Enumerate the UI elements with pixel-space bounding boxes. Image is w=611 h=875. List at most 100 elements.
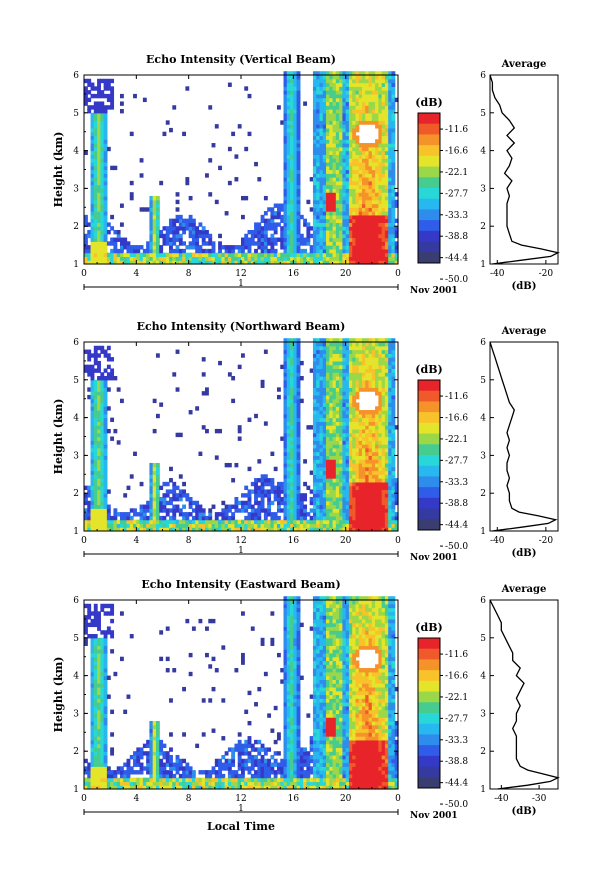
heatmap-cell xyxy=(290,195,294,201)
heatmap-cell xyxy=(93,387,98,392)
heatmap-cell xyxy=(365,496,370,502)
heatmap-cell xyxy=(391,402,396,407)
heatmap-cell xyxy=(133,508,137,513)
heatmap-cell xyxy=(335,470,340,475)
heatmap-cell xyxy=(149,512,154,517)
heatmap-cell xyxy=(312,97,317,103)
colorbar-swatch xyxy=(418,412,440,424)
heatmap-cell xyxy=(375,376,379,381)
heatmap-cell xyxy=(296,169,301,174)
heatmap-cell xyxy=(391,527,396,532)
heatmap-cell xyxy=(103,451,108,456)
heatmap-cell xyxy=(142,504,147,509)
heatmap-cell xyxy=(257,493,262,498)
colorbar-swatch xyxy=(418,145,440,157)
heatmap-cell xyxy=(326,90,330,95)
heatmap-cell xyxy=(283,345,288,351)
heatmap-cell xyxy=(335,489,340,494)
heatmap-cell xyxy=(342,173,347,178)
heatmap-cell xyxy=(178,496,183,502)
heatmap-cell xyxy=(375,379,379,385)
heatmap-cell xyxy=(283,195,288,201)
heatmap-cell xyxy=(348,432,353,438)
heatmap-cell xyxy=(326,421,330,426)
heatmap-cell xyxy=(270,256,275,261)
heatmap-cell xyxy=(322,146,327,152)
heatmap-cell xyxy=(290,105,294,110)
heatmap-cell xyxy=(371,82,376,87)
heatmap-cell xyxy=(391,71,396,76)
heatmap-cell xyxy=(342,195,347,201)
heatmap-cell xyxy=(352,338,357,343)
heatmap-cell xyxy=(257,260,262,265)
heatmap-cell xyxy=(335,451,340,456)
heatmap-cell xyxy=(388,527,393,532)
heatmap-cell xyxy=(273,523,278,528)
heatmap-cell xyxy=(348,229,353,235)
colorbar-swatch xyxy=(418,422,440,435)
heatmap-cell xyxy=(293,474,298,479)
heatmap-cell xyxy=(103,120,108,125)
heatmap-cell xyxy=(286,485,291,491)
heatmap-cell xyxy=(332,387,337,392)
heatmap-cell xyxy=(90,161,95,167)
heatmap-cell xyxy=(332,353,337,358)
heatmap-cell xyxy=(381,459,386,464)
heatmap-cell xyxy=(247,245,252,250)
heatmap-cell xyxy=(358,233,363,239)
heatmap-cell xyxy=(358,383,363,388)
heatmap-cell xyxy=(381,158,386,163)
heatmap-cell xyxy=(326,440,330,445)
heatmap-cell xyxy=(375,383,379,388)
heatmap-cell xyxy=(175,496,180,502)
heatmap-cell xyxy=(270,515,275,521)
heatmap-cell xyxy=(293,455,298,460)
heatmap-cell xyxy=(303,459,308,464)
heatmap-cell xyxy=(326,154,330,159)
heatmap-cell xyxy=(306,527,311,532)
heatmap-cell xyxy=(97,211,101,216)
heatmap-cell xyxy=(348,410,353,415)
heatmap-cell xyxy=(375,207,379,212)
heatmap-cell xyxy=(352,207,357,212)
heatmap-cell xyxy=(388,150,393,155)
heatmap-cell xyxy=(312,349,317,354)
heatmap-cell xyxy=(345,229,350,235)
heatmap-cell xyxy=(133,260,137,265)
heatmap-cell xyxy=(352,101,357,106)
heatmap-cell xyxy=(381,78,386,84)
heatmap-cell xyxy=(319,112,324,118)
heatmap-cell xyxy=(316,451,321,456)
heatmap-cell xyxy=(384,97,389,103)
heatmap-cell xyxy=(208,105,213,110)
heatmap-cell xyxy=(286,478,291,483)
heatmap-cell xyxy=(384,127,389,133)
heatmap-cell xyxy=(388,485,393,491)
heatmap-cell xyxy=(319,143,324,148)
heatmap-cell xyxy=(227,260,232,265)
heatmap-cell xyxy=(339,241,343,246)
heatmap-cell xyxy=(84,260,88,265)
heatmap-cell xyxy=(352,229,357,235)
heatmap-cell xyxy=(342,161,347,167)
heatmap-cell xyxy=(165,120,170,125)
heatmap-cell xyxy=(136,252,141,258)
heatmap-cell xyxy=(371,527,376,532)
heatmap-cell xyxy=(283,245,288,250)
heatmap-cell xyxy=(332,97,337,103)
heatmap-cell xyxy=(355,523,360,528)
heatmap-cell xyxy=(149,214,154,220)
heatmap-cell xyxy=(342,203,347,208)
heatmap-cell xyxy=(146,500,151,506)
y-tick-label: 5 xyxy=(73,376,79,386)
heatmap-cell xyxy=(335,78,340,84)
heatmap-cell xyxy=(362,368,366,373)
heatmap-cell xyxy=(319,241,324,246)
heatmap-cell xyxy=(90,203,95,208)
heatmap-cell xyxy=(371,207,376,212)
heatmap-cell xyxy=(342,459,347,464)
heatmap-cell xyxy=(388,248,393,254)
heatmap-cell xyxy=(257,229,262,235)
heatmap-cell xyxy=(273,256,278,261)
heatmap-cell xyxy=(100,165,105,171)
